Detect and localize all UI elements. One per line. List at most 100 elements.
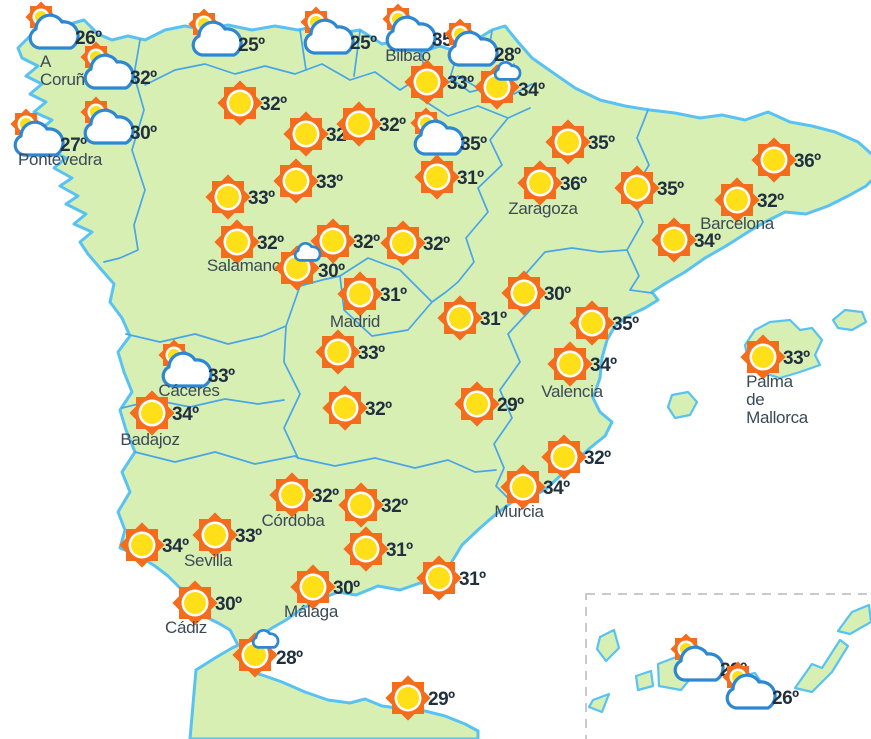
temperature-label: 32º <box>257 233 284 254</box>
canary-inset-frame <box>585 593 871 739</box>
sun-behind-cloud-icon <box>158 339 213 388</box>
sun-icon <box>517 160 563 206</box>
sun-icon <box>545 119 591 165</box>
sun-behind-cloud-icon <box>444 18 499 67</box>
ibiza-island <box>666 390 699 420</box>
sun-icon <box>129 390 175 436</box>
temperature-label: 33º <box>235 526 262 547</box>
city-label: A Coruña <box>40 52 94 89</box>
region-border-aragon-west <box>457 117 509 283</box>
city-label: Salamanca <box>206 256 290 275</box>
sun-behind-cloud-icon <box>10 108 65 157</box>
temperature-label: 34º <box>518 80 545 101</box>
sun-icon <box>172 580 218 626</box>
city-label: Cádiz <box>165 618 207 637</box>
temperature-label: 34º <box>162 536 189 557</box>
temperature-label: 29º <box>497 395 524 416</box>
city-label: Bilbao <box>385 46 431 65</box>
canary-island <box>595 628 621 663</box>
temperature-label: 34º <box>590 355 617 376</box>
temperature-label: 32º <box>584 448 611 469</box>
temperature-label: 30º <box>544 284 571 305</box>
temperature-label: 32º <box>130 68 157 89</box>
sun-icon <box>404 59 450 105</box>
menorca-island <box>831 308 868 332</box>
city-label: Pontevedra <box>18 150 102 169</box>
city-label: Palma de Mallorca <box>746 372 808 427</box>
sun-icon <box>343 526 389 572</box>
sun-with-small-cloud-icon <box>274 242 322 291</box>
sun-icon <box>740 334 786 380</box>
temperature-label: 35º <box>612 314 639 335</box>
sun-behind-cloud-icon <box>382 3 437 52</box>
temperature-label: 30º <box>215 594 242 615</box>
temperature-label: 27º <box>60 135 87 156</box>
sun-icon <box>414 154 460 200</box>
sun-icon <box>205 174 251 220</box>
city-label: Cáceres <box>158 381 220 400</box>
sun-icon <box>751 137 797 183</box>
temperature-label: 32º <box>353 232 380 253</box>
temperature-label: 35º <box>588 133 615 154</box>
temperature-label: 28º <box>494 45 521 66</box>
region-border-extremadura-east <box>283 325 301 459</box>
temperature-label: 35º <box>460 134 487 155</box>
city-label: Córdoba <box>261 511 325 530</box>
sun-icon <box>437 295 483 341</box>
sun-icon <box>336 101 382 147</box>
temperature-label: 25º <box>238 35 265 56</box>
sun-behind-cloud-icon <box>25 1 80 50</box>
sun-icon <box>337 271 383 317</box>
temperature-label: 36º <box>560 174 587 195</box>
temperature-label: 31º <box>380 285 407 306</box>
sun-icon <box>385 675 431 721</box>
sun-icon <box>217 80 263 126</box>
sun-icon <box>310 218 356 264</box>
sun-icon <box>119 522 165 568</box>
sun-icon <box>269 472 315 518</box>
region-border-madrid <box>339 257 433 337</box>
sun-icon <box>283 111 329 157</box>
sun-icon <box>651 217 697 263</box>
sun-behind-cloud-icon <box>670 633 725 682</box>
sun-with-small-cloud-icon <box>474 61 522 110</box>
temperature-label: 28º <box>276 648 303 669</box>
temperature-label: 34º <box>172 404 199 425</box>
sun-icon <box>541 434 587 480</box>
region-border-galicia <box>103 39 146 263</box>
sun-icon <box>569 300 615 346</box>
sun-behind-cloud-icon <box>722 661 777 710</box>
temperature-label: 32º <box>260 94 287 115</box>
sun-icon <box>500 464 546 510</box>
temperature-label: 32º <box>365 399 392 420</box>
temperature-label: 30º <box>130 123 157 144</box>
temperature-label: 34º <box>694 231 721 252</box>
sun-icon <box>454 381 500 427</box>
temperature-label: 32º <box>381 496 408 517</box>
sun-icon <box>338 482 384 528</box>
temperature-label: 33º <box>783 348 810 369</box>
sun-behind-cloud-icon <box>80 96 135 145</box>
temperature-label: 25º <box>350 33 377 54</box>
sun-behind-cloud-icon <box>410 107 465 156</box>
sun-icon <box>192 512 238 558</box>
temperature-label: 32º <box>379 115 406 136</box>
sun-icon <box>501 270 547 316</box>
city-label: Valencia <box>541 382 603 401</box>
city-label: Málaga <box>284 602 338 621</box>
sun-icon <box>614 165 660 211</box>
canary-island <box>634 669 655 692</box>
city-label: Barcelona <box>700 214 774 233</box>
temperature-label: 33º <box>208 366 235 387</box>
canary-island <box>587 692 611 714</box>
temperature-label: 33º <box>358 343 385 364</box>
sun-behind-cloud-icon <box>188 8 243 57</box>
temperature-label: 26º <box>772 688 799 709</box>
temperature-label: 31º <box>480 309 507 330</box>
sun-behind-cloud-icon <box>80 41 135 90</box>
sun-icon <box>214 219 260 265</box>
temperature-label: 31º <box>386 540 413 561</box>
sun-icon <box>547 341 593 387</box>
temperature-label: 30º <box>333 578 360 599</box>
